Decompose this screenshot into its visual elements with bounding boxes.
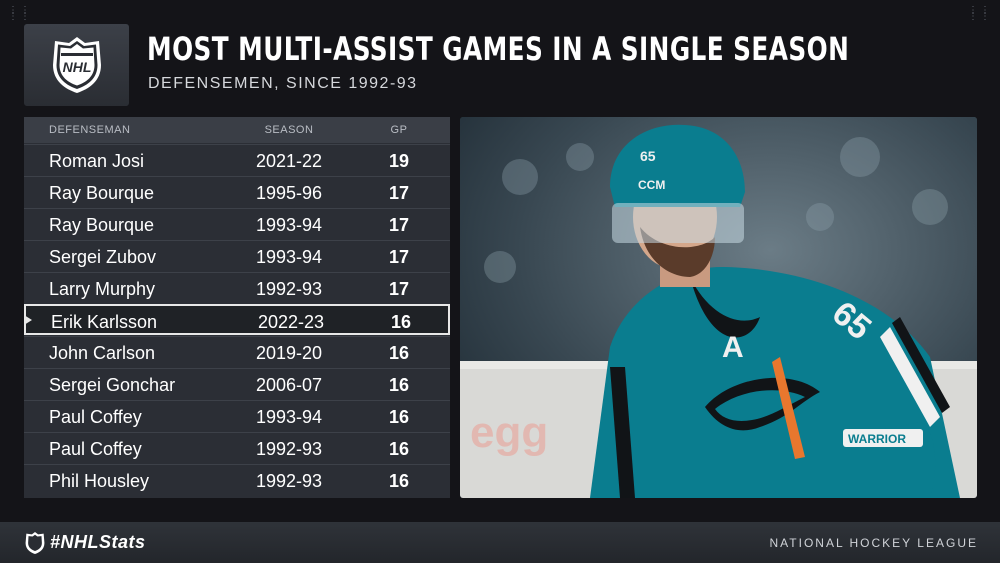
player-photo-illustration: egg A 65 CCM 65 WARRIOR [460,117,977,498]
column-header-gp: GP [390,124,408,136]
league-name: NATIONAL HOCKEY LEAGUE [769,536,978,550]
gp-value: 16 [388,343,410,363]
nhl-shield-icon [25,532,45,554]
table-header: DEFENSEMAN SEASON GP [24,117,450,143]
table-row: John Carlson 2019-20 16 [24,336,450,368]
table-row: Ray Bourque 1993-94 17 [24,208,450,240]
player-name: Erik Karlsson [51,312,158,332]
nhl-logo-box: NHL [24,24,129,106]
corner-dots-left: ⋮⋮ ⋮⋮ [8,5,32,22]
gp-value: 16 [388,439,410,459]
table-row: Phil Housley 1992-93 16 [24,464,450,496]
season-value: 1992-93 [255,439,323,459]
table-row: Sergei Zubov 1993-94 17 [24,240,450,272]
season-value: 2022-23 [257,312,325,332]
season-value: 1993-94 [255,247,323,267]
gp-value: 16 [390,312,412,332]
gp-value: 17 [388,183,410,203]
table-row: Ray Bourque 1995-96 17 [24,176,450,208]
boards-ad-text: egg [470,408,548,457]
table-row: Roman Josi 2021-22 19 [24,144,450,176]
table-row: Sergei Gonchar 2006-07 16 [24,368,450,400]
captain-letter: A [722,331,744,364]
nhl-shield-icon: NHL [52,37,101,93]
player-name: Sergei Gonchar [49,375,176,395]
table-row: Larry Murphy 1992-93 17 [24,272,450,304]
player-photo: egg A 65 CCM 65 WARRIOR [460,117,977,498]
table-row: Paul Coffey 1993-94 16 [24,400,450,432]
svg-text:NHL: NHL [62,59,91,75]
season-value: 1992-93 [255,471,323,491]
gp-value: 17 [388,247,410,267]
gp-value: 16 [388,375,410,395]
gp-value: 19 [388,151,410,171]
helmet-brand: CCM [638,178,665,192]
player-name: Roman Josi [49,151,145,171]
table-row: Paul Coffey 1992-93 16 [24,432,450,464]
player-name: Phil Housley [49,471,150,491]
player-name: Sergei Zubov [49,247,157,267]
helmet-number: 65 [640,148,656,164]
player-name: Larry Murphy [49,279,156,299]
season-value: 1995-96 [255,183,323,203]
gp-value: 17 [388,215,410,235]
season-value: 1993-94 [255,215,323,235]
corner-dots-right: ⋮⋮ ⋮⋮ [968,5,992,22]
column-header-season: SEASON [264,124,314,136]
player-name: John Carlson [49,343,156,363]
season-value: 2006-07 [255,375,323,395]
player-name: Ray Bourque [49,215,155,235]
stats-table: DEFENSEMAN SEASON GP Roman Josi 2021-22 19… [24,117,450,498]
page-title: MOST MULTI-ASSIST GAMES IN A SINGLE SEAS… [147,30,850,68]
player-name: Ray Bourque [49,183,155,203]
player-name: Paul Coffey [49,439,142,459]
season-value: 2021-22 [255,151,323,171]
table-row: Erik Karlsson 2022-23 16 [24,304,450,335]
gp-value: 16 [388,471,410,491]
glove-brand: WARRIOR [848,432,906,446]
season-value: 1992-93 [255,279,323,299]
column-header-defenseman: DEFENSEMAN [49,124,131,136]
season-value: 2019-20 [255,343,323,363]
player-name: Paul Coffey [49,407,142,427]
footer-bar: #NHLStats NATIONAL HOCKEY LEAGUE [0,522,1000,563]
gp-value: 17 [388,279,410,299]
page-subtitle: DEFENSEMEN, SINCE 1992-93 [148,75,418,92]
season-value: 1993-94 [255,407,323,427]
hashtag-label: #NHLStats [50,532,146,552]
gp-value: 16 [388,407,410,427]
